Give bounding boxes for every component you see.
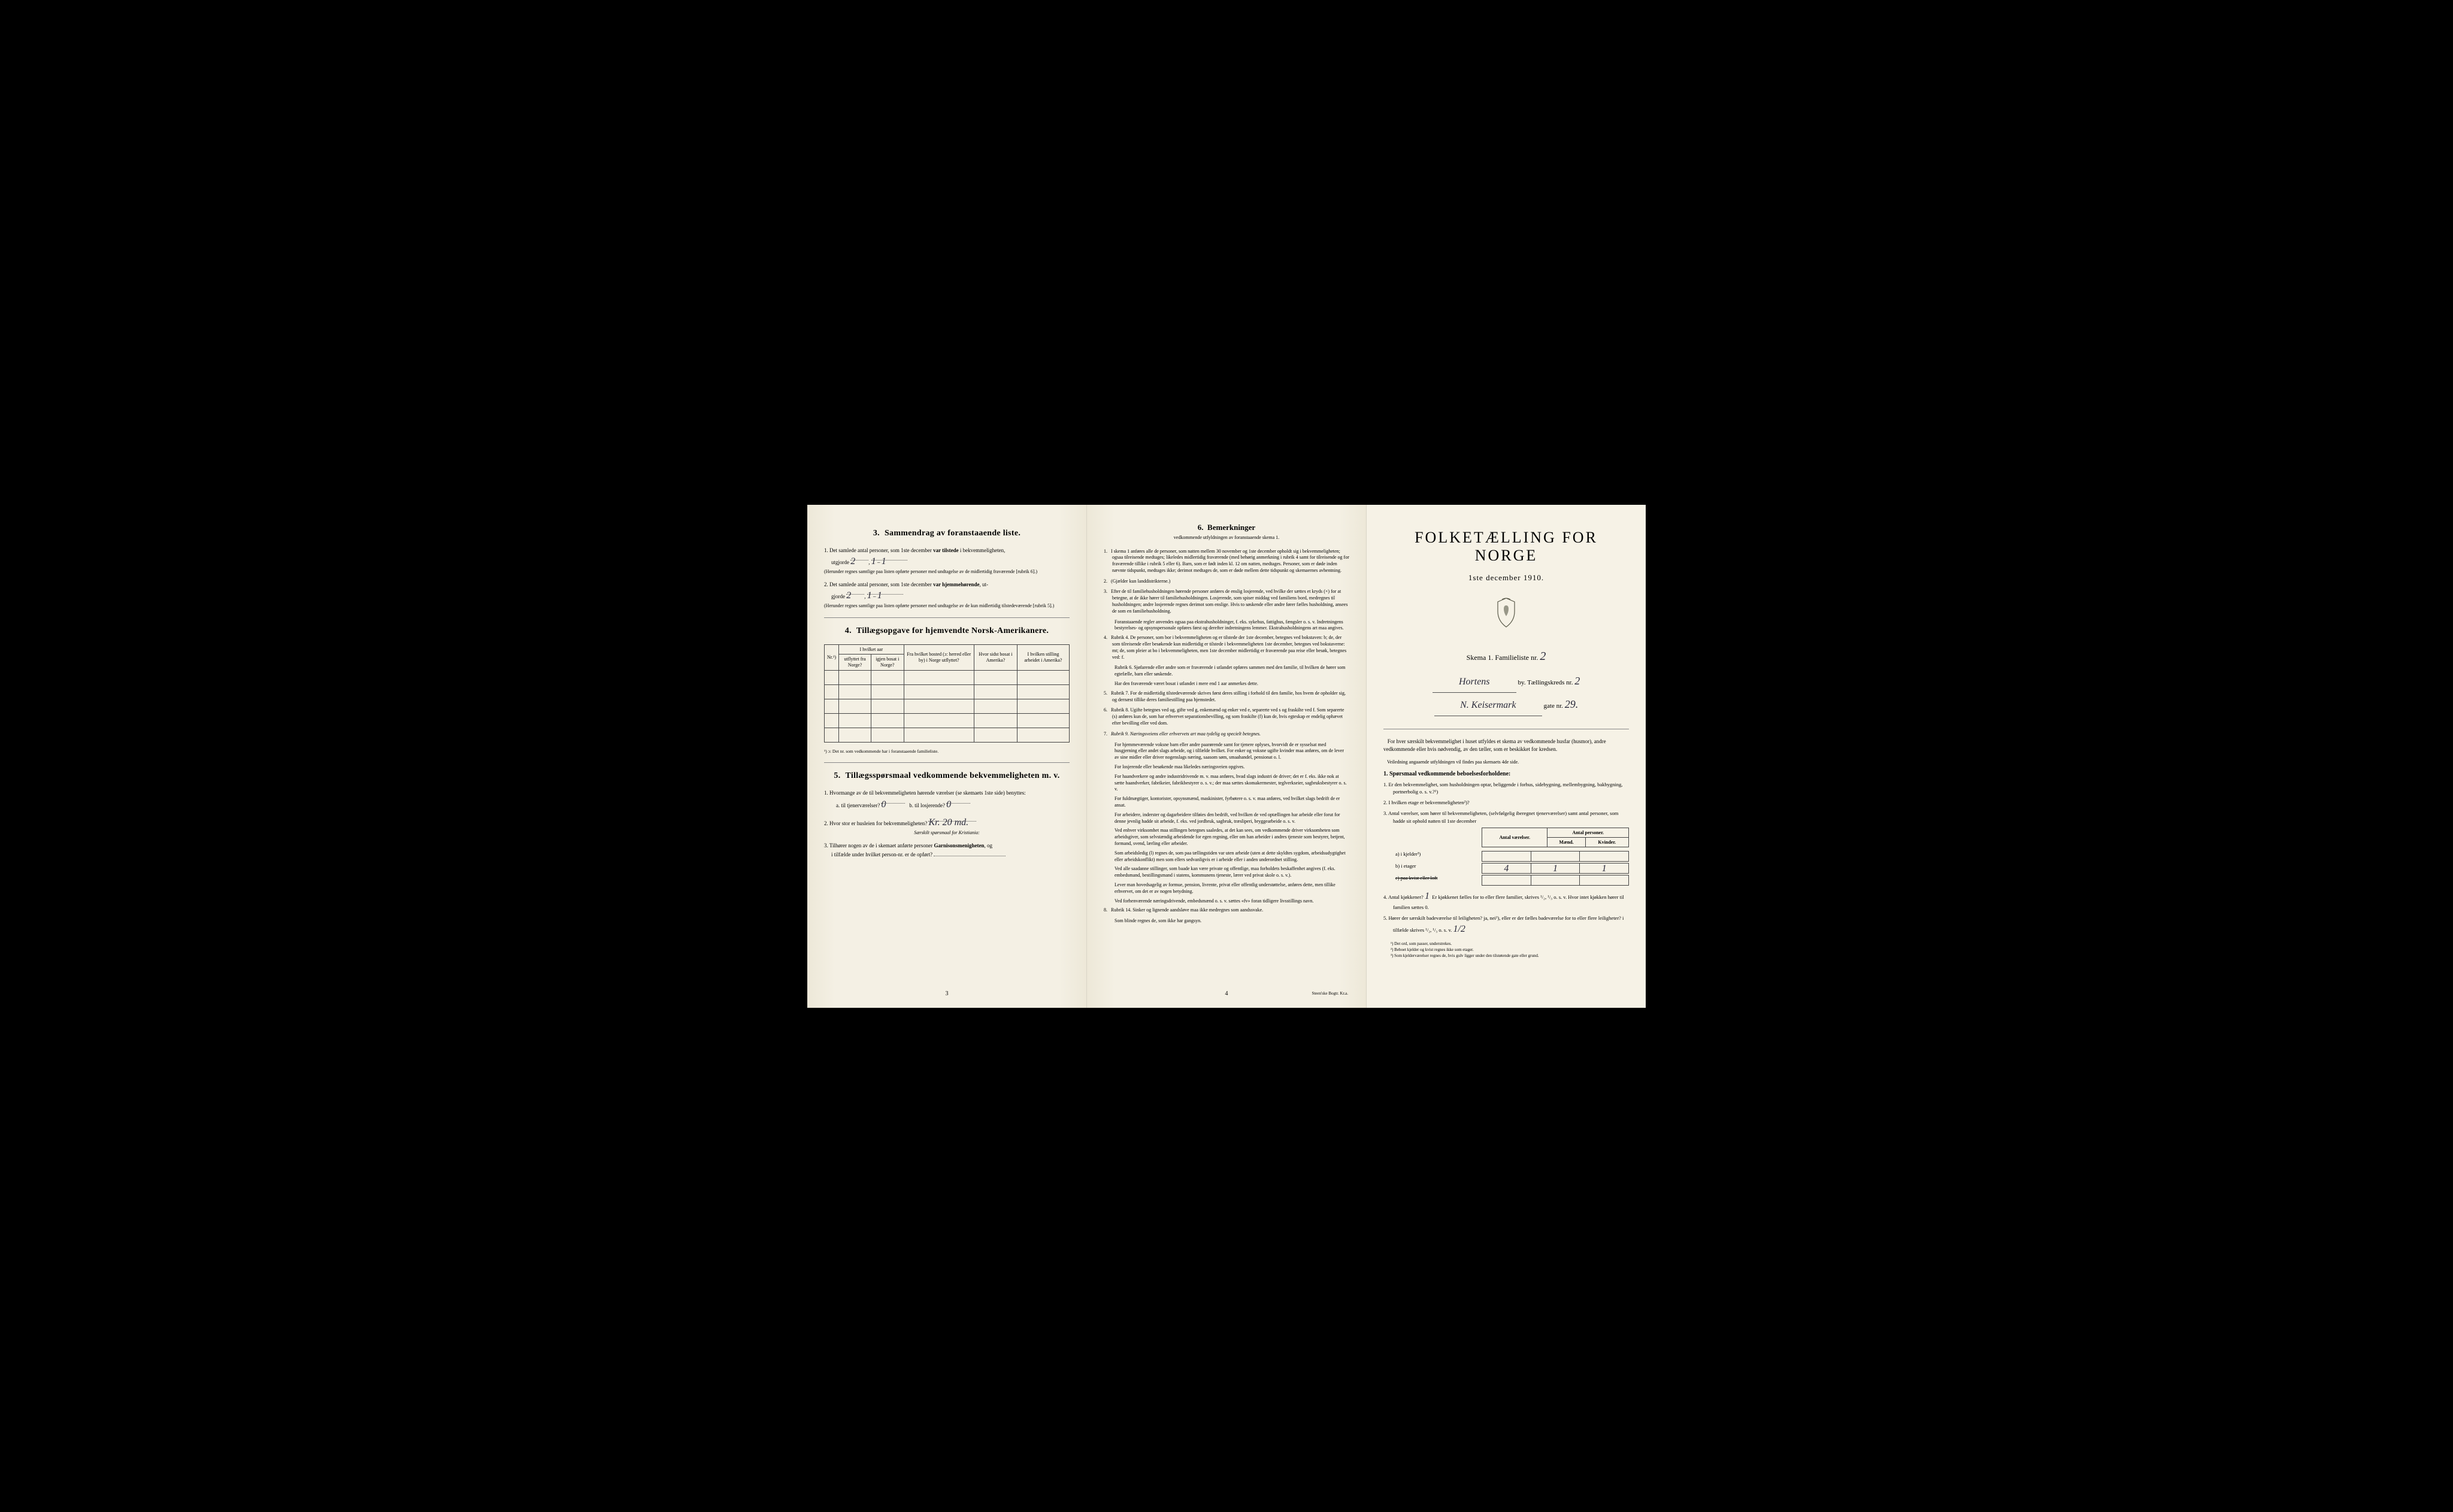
census-title: FOLKETÆLLING FOR NORGE — [1383, 529, 1629, 565]
census-date: 1ste december 1910. — [1383, 573, 1629, 583]
s4-footnote: ¹) ɔ: Det nr. som vedkommende har i fora… — [824, 749, 1070, 755]
remark-8b: Som blinde regnes de, som ikke har gangs… — [1104, 918, 1349, 925]
census-document: 3.Sammendrag av foranstaaende liste. 1. … — [807, 505, 1646, 1008]
remark-7c: For losjerende eller besøkende maa likel… — [1104, 764, 1349, 771]
emigrant-table: Nr.¹) I hvilket aar Fra hvilket bosted (… — [824, 644, 1070, 743]
remarks-subtitle: vedkommende utfyldningen av foranstaaend… — [1104, 535, 1349, 540]
q1-2: 2. I hvilken etage er bekvemmeligheten²)… — [1383, 799, 1629, 807]
remark-2: 2.(Gjælder kun landdistrikterne.) — [1104, 578, 1349, 585]
remark-3b: Foranstaaende regler anvendes ogsaa paa … — [1104, 619, 1349, 632]
page-number: 3 — [946, 990, 949, 997]
remarks-title: 6. Bemerkninger — [1104, 523, 1349, 532]
rooms-row-a: a) i kjelder³) — [1383, 851, 1629, 862]
q1-5: 5. Hører der særskilt badeværelse til le… — [1383, 914, 1629, 937]
remark-7j: Lever man hovedsagelig av formue, pensio… — [1104, 882, 1349, 895]
rooms-row-b: b) i etager 4 1 1 — [1383, 863, 1629, 874]
skema-line: Skema 1. Familieliste nr. 2 — [1383, 650, 1629, 663]
address-block: Hortens by. Tællingskreds nr. 2 N. Keise… — [1383, 669, 1629, 717]
remark-6: 6.Rubrik 8. Ugifte betegnes ved ug, gift… — [1104, 707, 1349, 726]
page-title: FOLKETÆLLING FOR NORGE 1ste december 191… — [1367, 505, 1646, 1008]
remark-7i: Ved alle saadanne stillinger, som baade … — [1104, 866, 1349, 879]
remark-3: 3.Efter de til familiehusholdningen høre… — [1104, 589, 1349, 614]
s5-q2: 2. Hvor stor er husleien for bekvemmelig… — [824, 816, 1070, 836]
remark-7e: For fuldmægtiger, kontorister, opsynsmæn… — [1104, 796, 1349, 809]
s5-q3: 3. Tilhører nogen av de i skemaet anført… — [824, 842, 1070, 859]
page-3: 3.Sammendrag av foranstaaende liste. 1. … — [807, 505, 1087, 1008]
remark-4: 4.Rubrik 4. De personer, som bor i bekve… — [1104, 635, 1349, 660]
section-3-title: 3.Sammendrag av foranstaaende liste. — [824, 529, 1070, 538]
remark-5: 5.Rubrik 7. For de midlertidig tilstedev… — [1104, 690, 1349, 704]
intro-1: For hver særskilt bekvemmelighet i huset… — [1383, 738, 1629, 754]
remark-7g: Ved enhver virksomhet maa stillingen bet… — [1104, 828, 1349, 847]
q1-3: 3. Antal værelser, som hører til bekvemm… — [1383, 810, 1629, 825]
remark-1: 1.I skema 1 anføres alle de personer, so… — [1104, 549, 1349, 574]
section-4-title: 4.Tillægsopgave for hjemvendte Norsk-Ame… — [824, 626, 1070, 636]
remark-7h: Som arbeidsledig (l) regnes de, som paa … — [1104, 850, 1349, 863]
remark-7f: For arbeidere, inderster og dagarbeidere… — [1104, 812, 1349, 825]
coat-of-arms-icon — [1383, 597, 1629, 635]
intro-2: Veiledning angaaende utfyldningen vil fi… — [1383, 759, 1629, 766]
s3-item-1: 1. Det samlede antal personer, som 1ste … — [824, 547, 1070, 575]
page-4: 6. Bemerkninger vedkommende utfyldningen… — [1087, 505, 1367, 1008]
s3-item-2: 2. Det samlede antal personer, som 1ste … — [824, 581, 1070, 609]
section-5-title: 5.Tillægsspørsmaal vedkommende bekvemmel… — [824, 771, 1070, 781]
q1-heading: 1. Spørsmaal vedkommende beboelsesforhol… — [1383, 771, 1629, 777]
page-number: 4 — [1225, 990, 1228, 997]
q1-4: 4. Antal kjøkkener? 1 Er kjøkkenet fælle… — [1383, 889, 1629, 911]
remark-4b: Rubrik 6. Sjøfarende eller andre som er … — [1104, 665, 1349, 678]
q1-1: 1. Er den bekvemmelighet, som husholdnin… — [1383, 781, 1629, 796]
rooms-table: Antal værelser. Antal personer. Mænd. Kv… — [1482, 828, 1629, 847]
remark-8: 8.Rubrik 14. Sinker og lignende aandsløv… — [1104, 907, 1349, 914]
remark-7d: For haandverkere og andre industridriven… — [1104, 774, 1349, 793]
rooms-row-c: c) paa kvist eller loft — [1383, 875, 1629, 886]
footnotes: ¹) Det ord, som passer, understrekes. ²)… — [1383, 941, 1629, 959]
remark-4c: Har den fraværende været bosat i utlande… — [1104, 681, 1349, 687]
s5-q1: 1. Hvormange av de til bekvemmeligheten … — [824, 789, 1070, 810]
printer-mark: Steen'ske Bogtr. Kr.a. — [1312, 991, 1348, 996]
remark-7: 7.Rubrik 9. Næringsveiens eller erhverve… — [1104, 731, 1349, 738]
remark-7b: For hjemmeværende voksne barn eller andr… — [1104, 742, 1349, 761]
remark-7k: Ved forhenværende næringsdrivende, embed… — [1104, 898, 1349, 905]
